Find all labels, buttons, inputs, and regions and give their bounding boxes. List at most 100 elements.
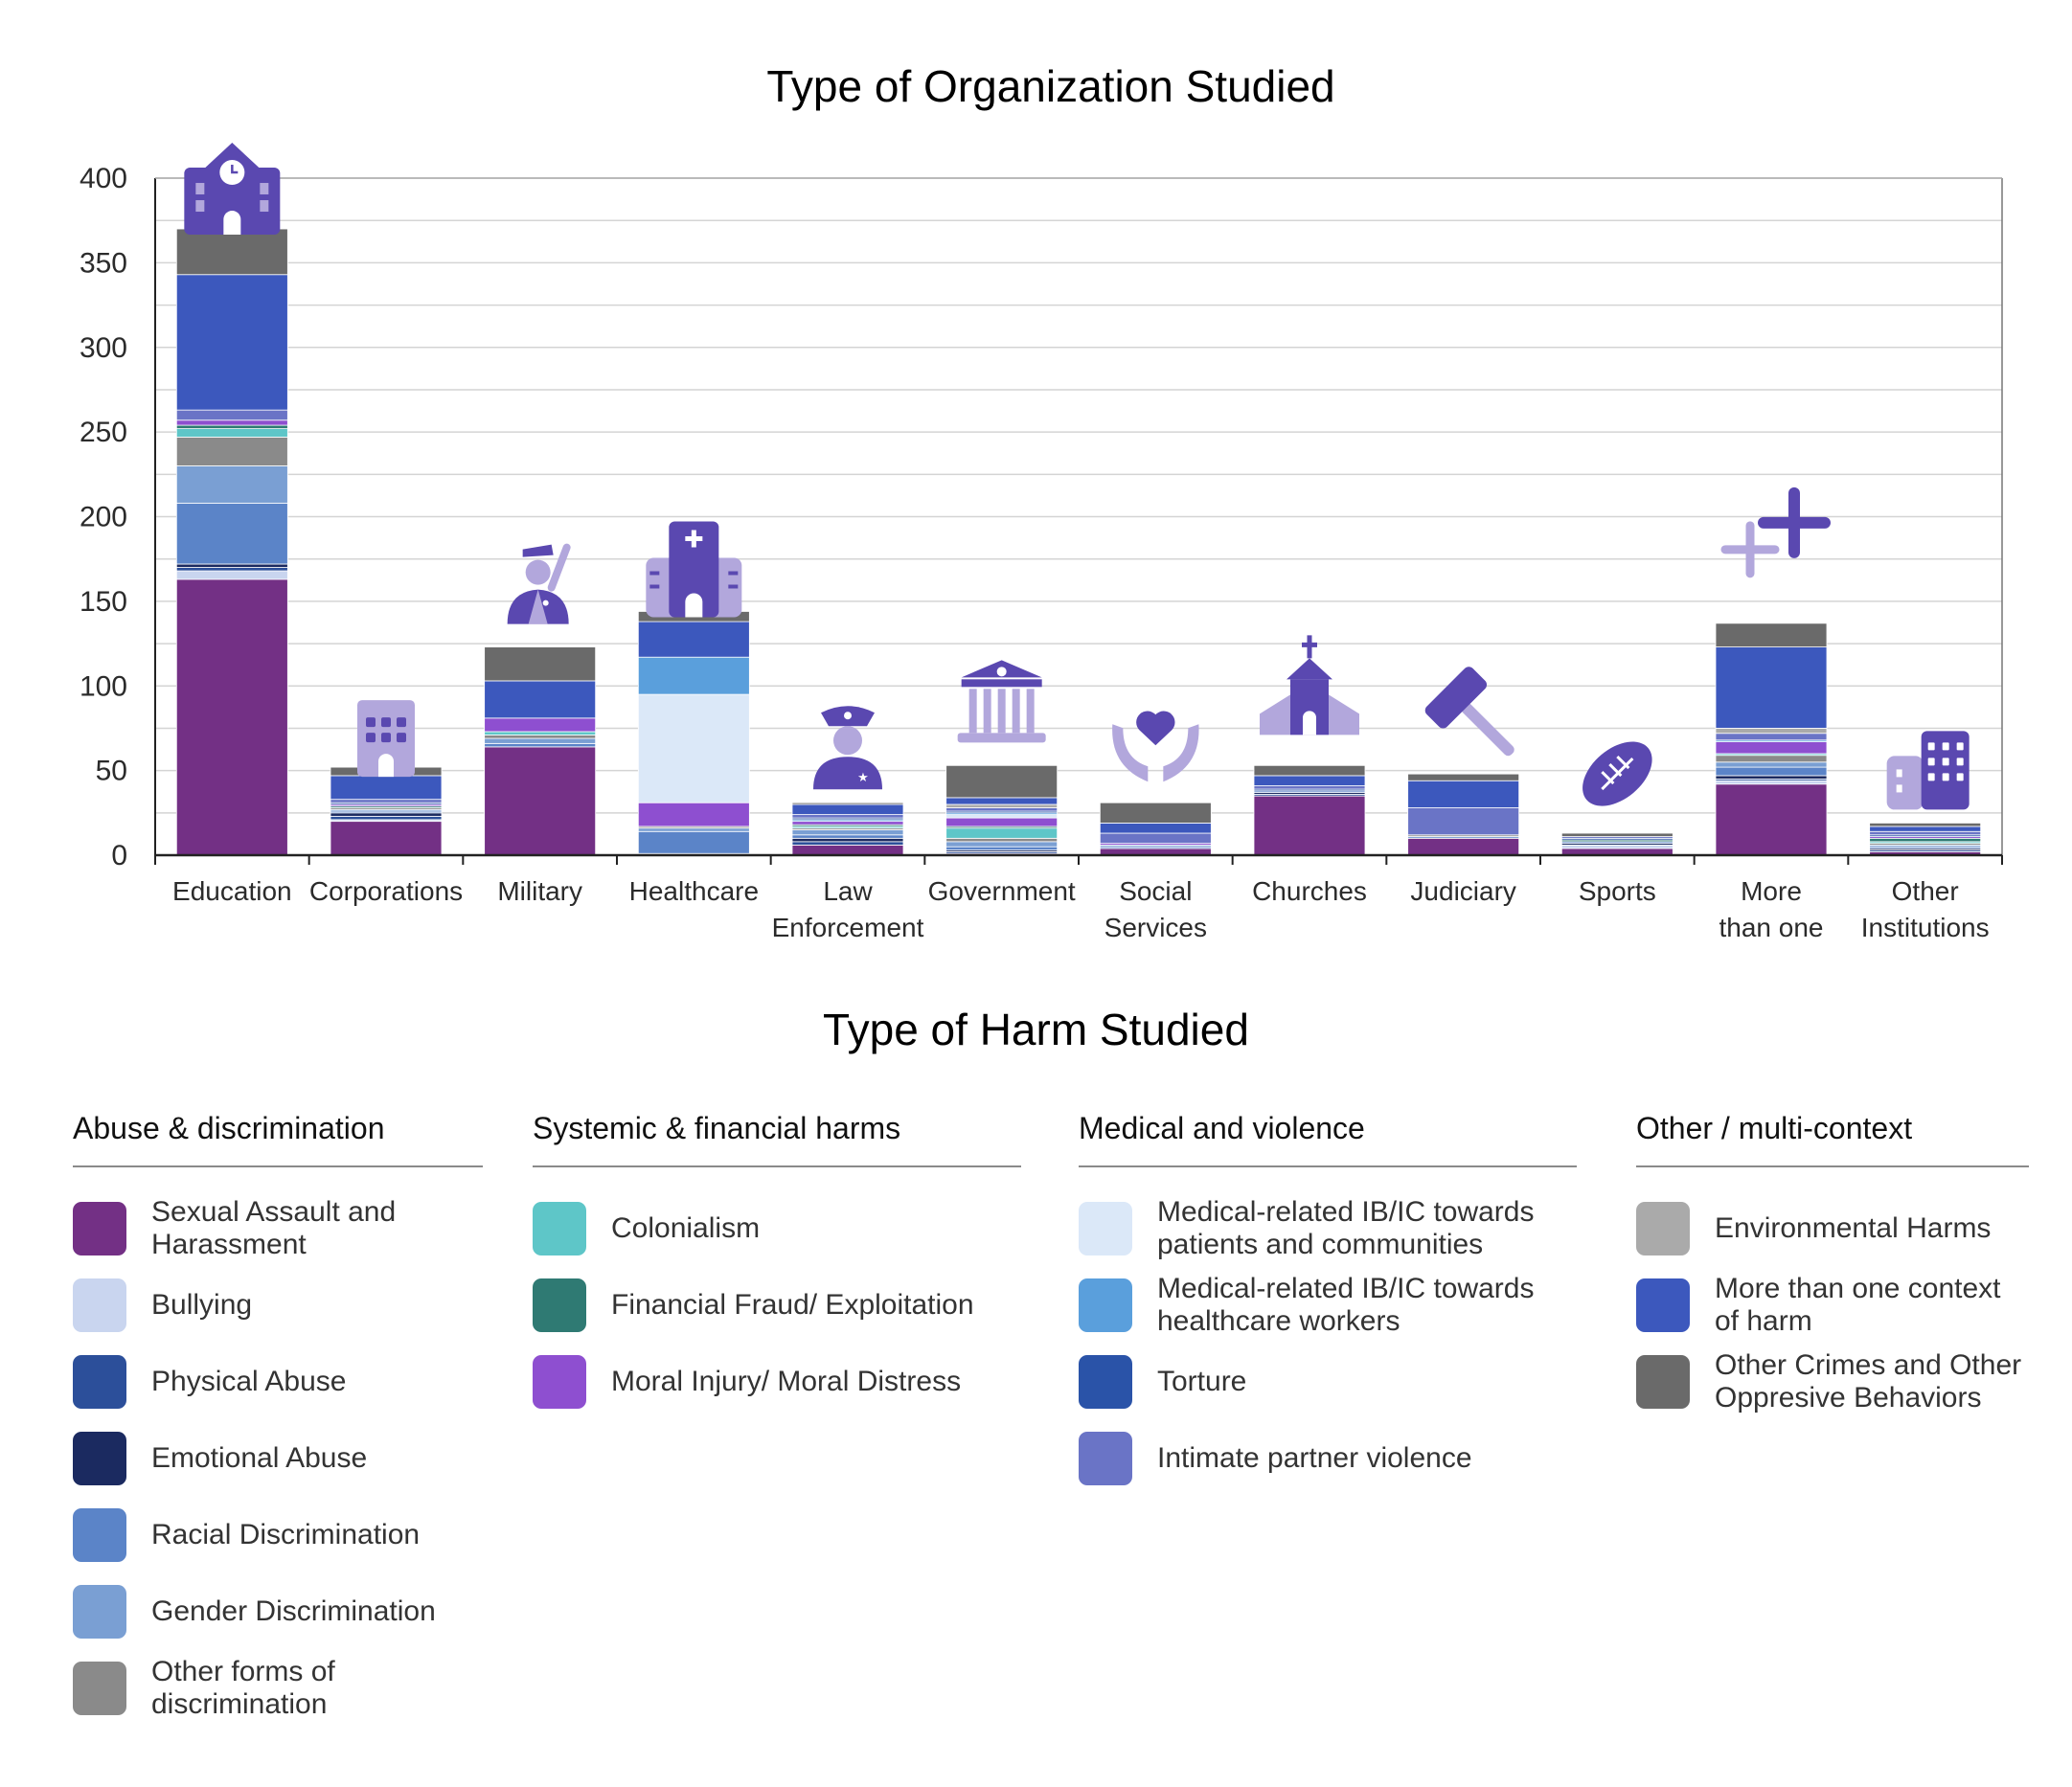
bar-segment bbox=[945, 827, 1059, 839]
legend-item: Sexual Assault and Harassment bbox=[73, 1190, 483, 1267]
legend-label: Other Crimes and Other Oppresive Behavio… bbox=[1715, 1349, 2022, 1414]
bar-segment bbox=[175, 502, 288, 565]
bar-segment bbox=[1715, 646, 1828, 729]
y-tick-label: 150 bbox=[80, 586, 127, 618]
bars bbox=[175, 228, 1982, 856]
x-category-label: Law Enforcement bbox=[772, 876, 924, 942]
bar-segment bbox=[330, 799, 443, 803]
legend-item: Physical Abuse bbox=[73, 1344, 483, 1420]
legend-swatch bbox=[1079, 1202, 1132, 1255]
bar-segment bbox=[1715, 775, 1828, 780]
bar-segment bbox=[1560, 832, 1674, 837]
legend-swatch bbox=[73, 1202, 126, 1255]
axes bbox=[154, 177, 2003, 865]
legend-group-title: Systemic & financial harms bbox=[533, 1111, 1021, 1167]
bar-segment bbox=[1715, 780, 1828, 785]
legend-label: Moral Injury/ Moral Distress bbox=[611, 1366, 962, 1397]
bar-segment bbox=[1715, 783, 1828, 856]
bar-segment bbox=[175, 428, 288, 438]
bar-segment bbox=[175, 274, 288, 411]
bar-segment bbox=[1715, 766, 1828, 777]
legend-item: Other Crimes and Other Oppresive Behavio… bbox=[1636, 1344, 2029, 1420]
bar-segment bbox=[1099, 802, 1212, 824]
legend-swatch bbox=[1636, 1355, 1690, 1409]
caring-hands-icon bbox=[1112, 711, 1199, 782]
x-category-label: Corporations bbox=[309, 876, 463, 906]
bar-segment bbox=[791, 834, 904, 839]
football-icon bbox=[1582, 741, 1652, 806]
legend-swatch bbox=[1636, 1278, 1690, 1332]
bar-segment bbox=[1407, 773, 1520, 781]
bar-segment bbox=[1869, 826, 1982, 832]
legend-title: Type of Harm Studied bbox=[823, 1005, 1249, 1054]
office-building-icon bbox=[357, 700, 415, 778]
bar-segment bbox=[175, 409, 288, 421]
bar-segment bbox=[330, 821, 443, 856]
legend-label: More than one context of harm bbox=[1715, 1273, 2001, 1337]
bar-segment bbox=[1253, 785, 1366, 790]
bar-segment bbox=[175, 424, 288, 429]
hospital-icon bbox=[646, 521, 742, 618]
legend-label: Environmental Harms bbox=[1715, 1212, 1992, 1244]
bar-segment bbox=[484, 735, 597, 739]
bar-segment bbox=[945, 814, 1059, 819]
legend-label: Emotional Abuse bbox=[151, 1442, 368, 1474]
legend-label: Sexual Assault and Harassment bbox=[151, 1196, 397, 1260]
legend-item: Moral Injury/ Moral Distress bbox=[533, 1344, 1021, 1420]
plus-signs-icon bbox=[1720, 486, 1831, 578]
church-icon bbox=[1260, 635, 1359, 735]
y-tick-label: 350 bbox=[80, 247, 127, 279]
bar-segment bbox=[175, 228, 288, 276]
bar-segment bbox=[637, 621, 750, 658]
x-category-labels: Education Corporations Military Healthcare L… bbox=[172, 876, 1990, 942]
bar-segment bbox=[637, 693, 750, 803]
bar-segment bbox=[1869, 830, 1982, 836]
x-category-label: Military bbox=[497, 876, 582, 906]
gavel-icon bbox=[1424, 667, 1514, 757]
y-tick-label: 100 bbox=[80, 670, 127, 702]
bar-segment bbox=[791, 829, 904, 836]
bar-segment bbox=[1407, 807, 1520, 836]
legend-group-other: Other / multi-context Environmental Harm… bbox=[1636, 1111, 2029, 1420]
bar-segment bbox=[1715, 733, 1828, 741]
bar-segment bbox=[1715, 728, 1828, 735]
legend-item: Medical-related IB/IC towards healthcare… bbox=[1079, 1267, 1577, 1344]
bar-segment bbox=[484, 746, 597, 856]
bar-segment bbox=[1099, 823, 1212, 834]
soldier-icon bbox=[507, 543, 571, 624]
bar-segment bbox=[1407, 837, 1520, 856]
bar-segment bbox=[175, 570, 288, 580]
bar-segment bbox=[175, 567, 288, 572]
bar-segment bbox=[637, 830, 750, 854]
legend-swatch bbox=[533, 1202, 586, 1255]
bar-segment bbox=[330, 812, 443, 817]
legend-swatch bbox=[533, 1355, 586, 1409]
bar-segment bbox=[945, 797, 1059, 805]
legend-label: Racial Discrimination bbox=[151, 1519, 421, 1550]
x-category-label: Government bbox=[928, 876, 1076, 906]
bar-segment bbox=[791, 814, 904, 819]
legend-item: Colonialism bbox=[533, 1190, 1021, 1267]
legend-item: Environmental Harms bbox=[1636, 1190, 2029, 1267]
bar-segment bbox=[1253, 775, 1366, 786]
y-tick-label: 300 bbox=[80, 332, 127, 364]
bar-segment bbox=[484, 737, 597, 744]
legend-item: More than one context of harm bbox=[1636, 1267, 2029, 1344]
bar-segment bbox=[175, 563, 288, 568]
bar-segment bbox=[637, 827, 750, 832]
x-category-label: Judiciary bbox=[1410, 876, 1515, 906]
bar-segment bbox=[945, 803, 1059, 808]
legend-item: Gender Discrimination bbox=[73, 1573, 483, 1650]
bar-segment bbox=[791, 837, 904, 843]
legend-swatch bbox=[73, 1355, 126, 1409]
x-category-label: Churches bbox=[1252, 876, 1367, 906]
category-icons: ★ bbox=[184, 143, 1970, 810]
bar-segment bbox=[175, 465, 288, 504]
buildings-icon bbox=[1886, 731, 1970, 810]
y-tick-label: 400 bbox=[80, 163, 127, 194]
bar-segment bbox=[1715, 755, 1828, 763]
legend-label: Financial Fraud/ Exploitation bbox=[611, 1289, 974, 1321]
legend-item: Intimate partner violence bbox=[1079, 1420, 1577, 1497]
legend-label: Intimate partner violence bbox=[1157, 1442, 1472, 1474]
legend-swatch bbox=[73, 1662, 126, 1715]
